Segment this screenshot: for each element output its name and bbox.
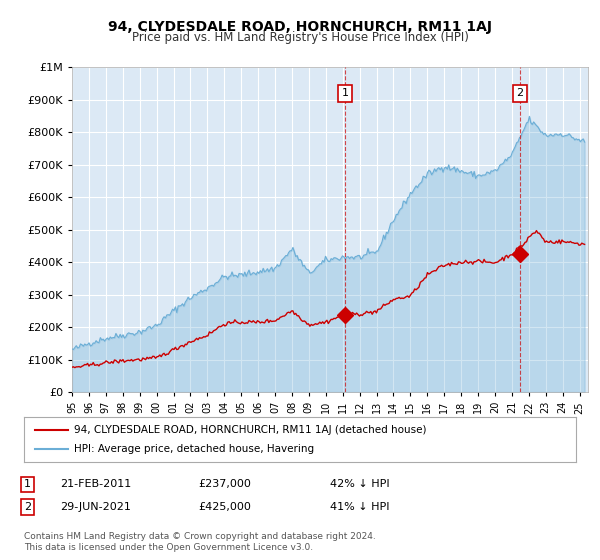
Text: 94, CLYDESDALE ROAD, HORNCHURCH, RM11 1AJ (detached house): 94, CLYDESDALE ROAD, HORNCHURCH, RM11 1A… (74, 424, 426, 435)
Text: 2: 2 (24, 502, 31, 512)
Text: £425,000: £425,000 (198, 502, 251, 512)
Text: 29-JUN-2021: 29-JUN-2021 (60, 502, 131, 512)
Text: £237,000: £237,000 (198, 479, 251, 489)
Text: HPI: Average price, detached house, Havering: HPI: Average price, detached house, Have… (74, 445, 314, 455)
Text: Price paid vs. HM Land Registry's House Price Index (HPI): Price paid vs. HM Land Registry's House … (131, 31, 469, 44)
Text: 42% ↓ HPI: 42% ↓ HPI (330, 479, 389, 489)
Text: 1: 1 (341, 88, 349, 98)
Text: 41% ↓ HPI: 41% ↓ HPI (330, 502, 389, 512)
Text: 94, CLYDESDALE ROAD, HORNCHURCH, RM11 1AJ: 94, CLYDESDALE ROAD, HORNCHURCH, RM11 1A… (108, 20, 492, 34)
Text: 21-FEB-2011: 21-FEB-2011 (60, 479, 131, 489)
Text: Contains HM Land Registry data © Crown copyright and database right 2024.
This d: Contains HM Land Registry data © Crown c… (24, 532, 376, 552)
Text: 1: 1 (24, 479, 31, 489)
Text: 2: 2 (517, 88, 524, 98)
